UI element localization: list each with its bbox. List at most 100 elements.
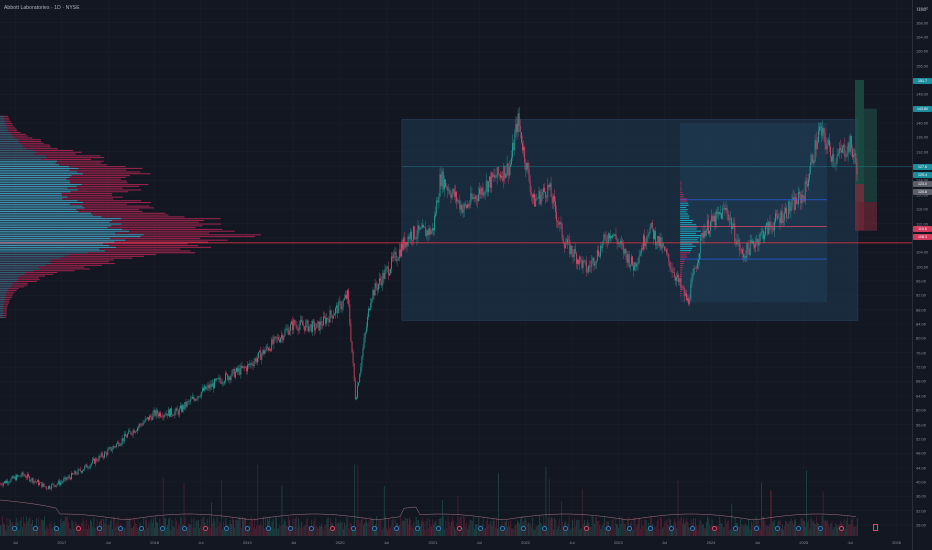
earnings-badge-icon[interactable]: [54, 526, 60, 531]
volume-bar: [221, 479, 222, 536]
candle-body: [43, 483, 45, 487]
volume-bar: [212, 523, 213, 536]
candle-body: [383, 272, 385, 279]
candle-body: [242, 366, 244, 368]
candle-body: [249, 363, 251, 365]
earnings-badge-icon[interactable]: [33, 526, 39, 531]
candle-body: [252, 364, 254, 366]
earnings-badge-icon[interactable]: [436, 526, 441, 531]
profile-row: [0, 133, 12, 135]
dividend-badge-icon[interactable]: [584, 526, 590, 531]
volume-bar: [22, 526, 23, 536]
dividend-badge-icon[interactable]: [711, 526, 717, 531]
candle-body: [288, 330, 290, 335]
dividend-badge-icon[interactable]: [457, 526, 463, 531]
earnings-badge-icon[interactable]: [308, 526, 314, 531]
earnings-badge-icon[interactable]: [732, 526, 738, 531]
candle-body: [83, 469, 84, 471]
volume-bar: [11, 522, 12, 536]
candle-body: [348, 290, 350, 305]
candle-body: [337, 305, 339, 314]
volume-bar: [297, 527, 298, 536]
horizontal-lines[interactable]: [0, 166, 912, 260]
volume-bar: [710, 526, 712, 536]
candle-body: [528, 169, 530, 182]
candle-body: [463, 203, 465, 210]
earnings-badge-icon[interactable]: [817, 526, 823, 531]
candle-body: [215, 379, 216, 381]
volume-bar: [205, 529, 207, 536]
dividend-badge-icon[interactable]: [838, 526, 844, 531]
volume-bar: [240, 527, 242, 536]
earnings-badge-icon[interactable]: [499, 526, 505, 531]
candle-body: [444, 179, 445, 190]
candle-body: [270, 349, 271, 351]
candle-body: [622, 243, 623, 245]
earnings-badge-icon[interactable]: [414, 526, 420, 531]
candle-body: [97, 460, 99, 462]
profile-row: [0, 288, 19, 290]
earnings-badge-icon[interactable]: [542, 526, 547, 531]
volume-bar: [598, 520, 600, 536]
candle-body: [471, 193, 473, 199]
dividend-badge-icon[interactable]: [330, 526, 335, 531]
volume-bar: [546, 528, 548, 536]
flag-icon[interactable]: [873, 524, 878, 531]
earnings-badge-icon[interactable]: [351, 526, 357, 531]
currency-label[interactable]: USD: [917, 7, 927, 12]
earnings-badge-icon[interactable]: [478, 526, 484, 531]
volume-bar: [145, 518, 146, 536]
earnings-badge-icon[interactable]: [12, 526, 17, 531]
earnings-badge-icon[interactable]: [393, 526, 399, 531]
candle-body: [715, 211, 717, 226]
candle-body: [856, 162, 858, 175]
volume-bar: [361, 517, 363, 536]
earnings-badge-icon[interactable]: [520, 526, 526, 531]
candle-body: [108, 448, 110, 450]
price-scale[interactable]: [912, 0, 932, 550]
profile-row: [0, 250, 105, 252]
candle-body: [768, 221, 770, 234]
earnings-badge-icon[interactable]: [372, 526, 378, 531]
candle-body: [107, 449, 109, 455]
volume-bar: [3, 523, 4, 536]
candle-body: [426, 230, 428, 237]
dividend-badge-icon[interactable]: [75, 526, 81, 531]
earnings-badge-icon[interactable]: [605, 526, 611, 531]
candle-body: [204, 386, 205, 391]
earnings-badge-icon[interactable]: [224, 526, 229, 531]
earnings-badge-icon[interactable]: [796, 526, 802, 531]
earnings-badge-icon[interactable]: [245, 526, 251, 531]
volume-bar: [575, 526, 576, 536]
candle-body: [501, 176, 502, 178]
earnings-badge-icon[interactable]: [96, 526, 102, 531]
volume-bar: [254, 518, 255, 536]
earnings-badge-icon[interactable]: [754, 526, 759, 531]
candle-body: [801, 195, 803, 203]
volume-bar: [47, 527, 48, 536]
candle-body: [70, 477, 71, 480]
earnings-badge-icon[interactable]: [266, 526, 272, 531]
earnings-badge-icon[interactable]: [160, 526, 166, 531]
dividend-badge-icon[interactable]: [202, 526, 208, 531]
range-boxes[interactable]: [401, 79, 877, 321]
earnings-badge-icon[interactable]: [118, 526, 123, 531]
candle-body: [477, 199, 478, 201]
volume-bar: [558, 518, 560, 536]
earnings-badge-icon[interactable]: [775, 526, 781, 531]
earnings-badge-icon[interactable]: [626, 526, 632, 531]
earnings-badge-icon[interactable]: [181, 526, 187, 531]
volume-bar: [338, 523, 340, 536]
earnings-badge-icon[interactable]: [669, 526, 675, 531]
earnings-badge-icon[interactable]: [287, 526, 293, 531]
volume-bar: [804, 521, 805, 536]
candle-body: [50, 488, 51, 489]
candle-body: [506, 163, 508, 174]
candle-body: [478, 194, 479, 201]
earnings-badge-icon[interactable]: [563, 526, 569, 531]
earnings-badge-icon[interactable]: [690, 526, 696, 531]
earnings-badge-icon[interactable]: [139, 526, 145, 531]
earnings-badge-icon[interactable]: [648, 526, 653, 531]
candle-body: [279, 340, 280, 342]
